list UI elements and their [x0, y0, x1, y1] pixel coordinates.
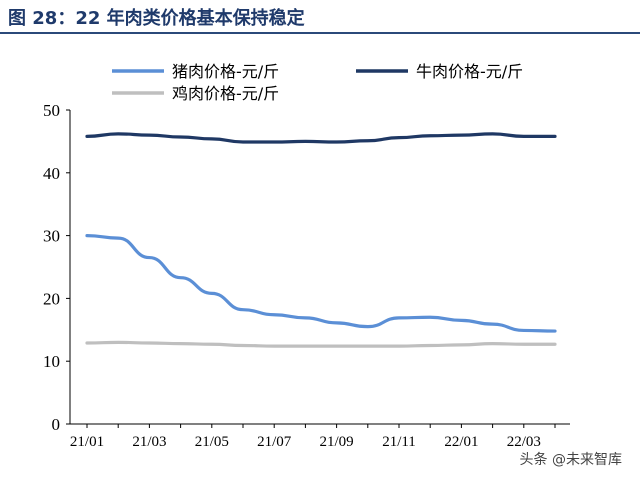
x-axis: 21/01 21/03 21/05 21/07 21/09 21/11 22/01 22/03 — [70, 423, 570, 450]
x-tick-label: 21/07 — [257, 434, 292, 450]
y-tick-label: 20 — [43, 289, 60, 308]
y-tick-label: 40 — [43, 164, 60, 183]
series-line-0 — [85, 234, 557, 333]
y-tick-label: 0 — [52, 415, 61, 434]
x-tick-label: 21/01 — [70, 434, 104, 450]
y-tick-label: 10 — [43, 352, 60, 371]
y-tick-label: 50 — [43, 101, 60, 120]
series-line-2 — [85, 340, 557, 348]
watermark: 头条 @未来智库 — [515, 448, 626, 470]
x-tick-label: 21/03 — [132, 434, 166, 450]
y-tick-label: 30 — [43, 227, 60, 246]
x-tick-label: 22/03 — [507, 434, 541, 450]
y-axis: 0 10 20 30 40 50 — [43, 101, 71, 434]
x-tick-label: 21/09 — [320, 434, 354, 450]
legend-label: 牛肉价格-元/斤 — [416, 62, 523, 81]
figure-title: 图 28：22 年肉类价格基本保持稳定 — [8, 8, 305, 29]
x-tick-label: 22/01 — [444, 434, 478, 450]
series-line-1 — [85, 132, 557, 144]
x-tick-label: 21/11 — [382, 434, 416, 450]
series-lines — [85, 132, 557, 348]
legend-label: 鸡肉价格-元/斤 — [172, 84, 279, 103]
x-tick-label: 21/05 — [195, 434, 229, 450]
legend-label: 猪肉价格-元/斤 — [172, 62, 279, 81]
title-bar: 图 28：22 年肉类价格基本保持稳定 — [0, 0, 640, 34]
